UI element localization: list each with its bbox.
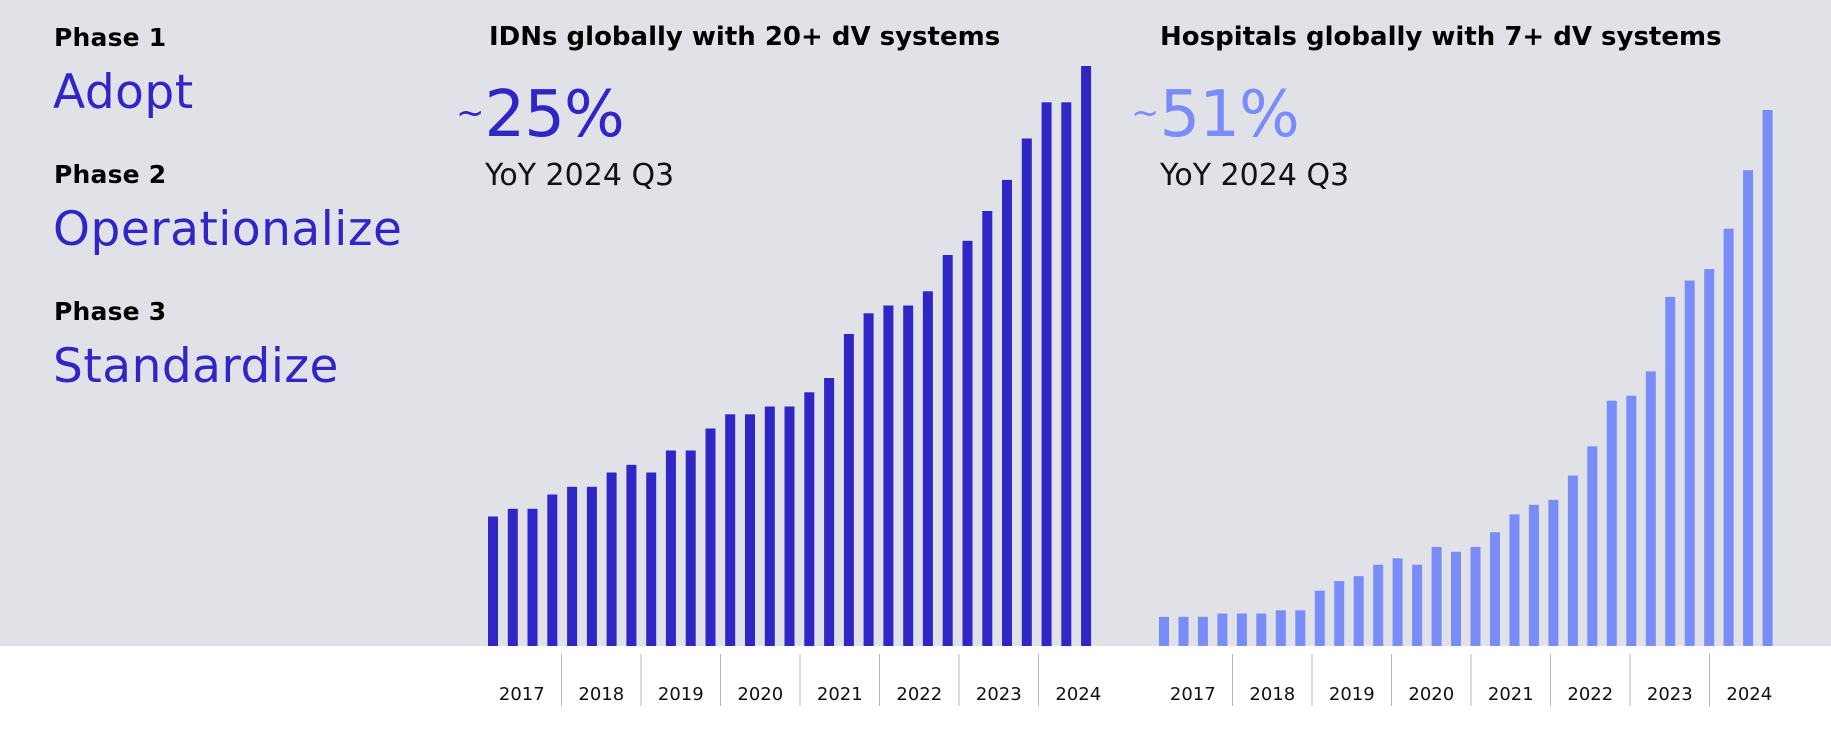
chart-2-bar	[1236, 613, 1247, 646]
phase-1-label: Phase 1	[54, 23, 167, 52]
chart-2-stat-value: 51%	[1159, 78, 1300, 152]
chart-2-bar	[1256, 613, 1267, 646]
phase-1-name: Adopt	[53, 65, 194, 120]
chart-2-bar	[1295, 610, 1306, 646]
chart-1-stat-value: 25%	[484, 78, 625, 152]
chart-1-bar	[1002, 179, 1012, 646]
chart-2-x-tick-label: 2023	[1647, 684, 1693, 705]
chart-1-bar	[725, 414, 736, 646]
chart-1-stat-subtitle: YoY 2024 Q3	[485, 158, 675, 193]
chart-1-bar	[488, 516, 498, 646]
phase-3-label: Phase 3	[54, 297, 167, 326]
chart-2-bar	[1197, 616, 1208, 646]
chart-2-stat-prefix: ~	[1131, 93, 1160, 133]
chart-1-bar	[1041, 102, 1052, 647]
chart-1-bar	[962, 240, 973, 647]
chart-2-stat-subtitle: YoY 2024 Q3	[1160, 158, 1350, 193]
chart-2-x-tick-label: 2024	[1726, 684, 1772, 705]
chart-2-bar	[1762, 110, 1773, 646]
chart-2-bar	[1528, 504, 1539, 646]
chart-2-bar	[1314, 590, 1325, 646]
chart-2-bar	[1626, 395, 1637, 646]
chart-2-bar	[1606, 400, 1617, 646]
chart-2-bar	[1159, 616, 1169, 646]
chart-2-bar	[1645, 371, 1656, 646]
chart-1-bar	[903, 305, 914, 646]
chart-2-bar	[1743, 170, 1754, 646]
chart-1-bar	[1081, 66, 1092, 646]
chart-2-bar	[1567, 475, 1578, 646]
chart-1-bar	[586, 486, 597, 646]
chart-1-x-tick-label: 2023	[976, 684, 1022, 705]
chart-2-bar	[1490, 532, 1500, 646]
chart-1-bar	[1061, 102, 1072, 647]
chart-2-x-tick-label: 2017	[1170, 684, 1216, 705]
chart-1-bar	[804, 392, 815, 647]
chart-1-bar	[527, 508, 538, 646]
chart-2-bar	[1684, 280, 1695, 646]
chart-1-bar	[982, 211, 993, 646]
chart-1-bar	[606, 472, 617, 646]
chart-2-bar	[1275, 610, 1286, 646]
chart-2-bar	[1217, 613, 1228, 646]
chart-2-x-tick-label: 2018	[1249, 684, 1295, 705]
chart-1-bar	[646, 472, 657, 646]
chart-1-title: IDNs globally with 20+ dV systems	[489, 22, 1001, 52]
chart-1-bar	[685, 450, 696, 646]
phase-2-name: Operationalize	[53, 202, 403, 257]
chart-2-bar	[1373, 564, 1384, 646]
chart-2-bar	[1353, 576, 1364, 646]
chart-panel-background	[0, 0, 1831, 646]
phase-2-label: Phase 2	[54, 160, 167, 189]
chart-1-bar	[843, 334, 854, 646]
chart-2-x-tick-label: 2022	[1567, 684, 1613, 705]
chart-1-x-tick-label: 2019	[658, 684, 704, 705]
chart-2-title: Hospitals globally with 7+ dV systems	[1160, 22, 1722, 52]
chart-2-bar	[1665, 296, 1676, 646]
chart-1-x-tick-label: 2021	[817, 684, 863, 705]
chart-1-bar	[567, 486, 578, 646]
chart-1-stat-prefix: ~	[456, 93, 485, 133]
chart-2-bar	[1704, 269, 1715, 646]
chart-2-bar	[1587, 446, 1598, 646]
chart-1-bar	[547, 494, 558, 646]
chart-2-bar	[1334, 581, 1345, 646]
chart-2-x-tick-label: 2020	[1408, 684, 1454, 705]
chart-1-bar	[1021, 138, 1032, 646]
chart-1-bar	[764, 406, 775, 646]
chart-1-bar	[824, 378, 835, 646]
chart-2-bar	[1548, 499, 1559, 646]
chart-1-bar	[784, 406, 795, 646]
chart-1-x-tick-label: 2018	[578, 684, 624, 705]
chart-2-bar	[1178, 616, 1189, 646]
chart-1-bar	[863, 313, 874, 646]
chart-1-bar	[942, 255, 953, 646]
chart-1-bar	[745, 414, 755, 646]
chart-1-bar	[626, 464, 637, 647]
chart-1-bar	[665, 450, 676, 646]
chart-2-bar	[1470, 546, 1481, 646]
chart-2-bar	[1509, 514, 1520, 646]
chart-1-stat: ~25%	[456, 78, 625, 152]
chart-1-x-tick-label: 2017	[499, 684, 545, 705]
chart-1-x-tick-label: 2024	[1055, 684, 1101, 705]
chart-1-bar	[507, 508, 518, 646]
chart-2-bar	[1451, 551, 1461, 646]
chart-2-bar	[1431, 546, 1442, 646]
chart-2-stat: ~51%	[1131, 78, 1300, 152]
phase-3-name: Standardize	[53, 339, 339, 394]
chart-2-bar	[1412, 564, 1423, 646]
chart-2-x-tick-label: 2021	[1488, 684, 1534, 705]
chart-2-bar	[1723, 228, 1734, 646]
chart-1-bar	[883, 305, 894, 646]
chart-2-x-tick-label: 2019	[1329, 684, 1375, 705]
chart-1-x-tick-label: 2022	[896, 684, 942, 705]
chart-1-bar	[705, 428, 716, 646]
chart-1-x-tick-label: 2020	[737, 684, 783, 705]
chart-1-bar	[922, 291, 933, 646]
chart-2-bar	[1392, 558, 1403, 646]
